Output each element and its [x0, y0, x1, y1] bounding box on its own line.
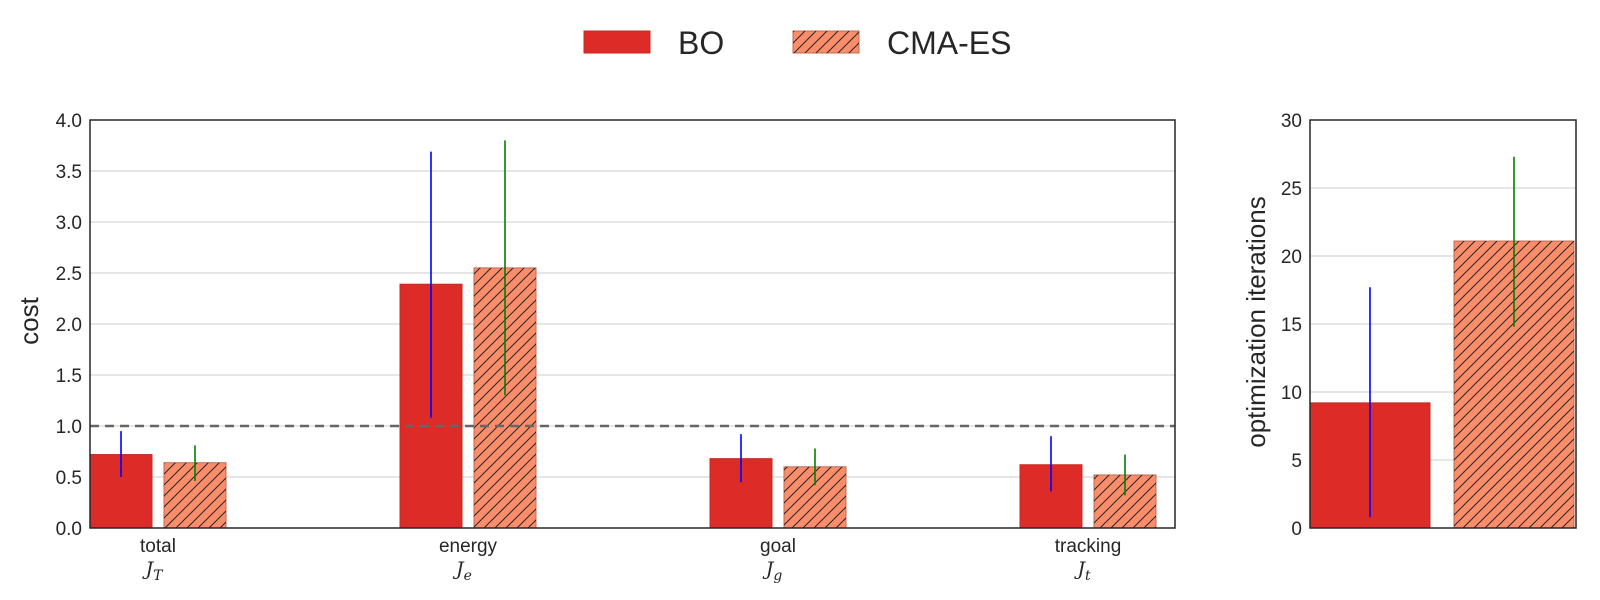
cost-y-tick-label: 3.5 [56, 162, 82, 183]
iterations-y-ticks: 0 5 10 15 20 25 30 [1281, 111, 1302, 540]
cost-bars [89, 267, 1157, 529]
cost-x-tick-symbol-subscript: g [773, 568, 782, 584]
iterations-y-tick-label: 20 [1281, 247, 1302, 268]
iterations-errorbars [1369, 156, 1515, 518]
cost-y-tick-label: 0.0 [56, 519, 82, 540]
cost-y-axis-label: cost [14, 296, 44, 344]
iterations-y-tick-label: 30 [1281, 111, 1302, 132]
cost-x-tick-symbol-base: J [452, 558, 465, 580]
iterations-y-tick-label: 0 [1291, 519, 1302, 540]
iterations-plot-frame [1309, 119, 1577, 529]
legend-swatch-hatch-cma-es [793, 31, 859, 53]
cost-x-tick-symbol: Jg [762, 558, 783, 584]
legend-item-cma-es: CMA-ES [792, 25, 1011, 61]
cost-x-tick-symbol-subscript: T [153, 568, 164, 584]
cost-x-tick-symbol: Je [452, 558, 472, 584]
cost-x-tick-symbol-base: J [142, 558, 155, 580]
cost-y-tick-label: 2.0 [56, 315, 82, 336]
cost-x-tick-symbol-subscript: t [1085, 568, 1091, 584]
cost-x-tick-label: tracking [1055, 536, 1122, 557]
legend-swatch-bo [583, 30, 651, 54]
iterations-bars [1309, 240, 1575, 529]
cost-y-tick-label: 4.0 [56, 111, 82, 132]
legend: BO CMA-ES [583, 25, 1011, 61]
cost-x-tick-symbol-subscript: e [464, 568, 472, 584]
iterations-chart: 0 5 10 15 20 25 30 optimization iterations [1241, 111, 1577, 540]
cost-grid [90, 170, 1175, 478]
cost-y-tick-label: 2.5 [56, 264, 82, 285]
legend-label-cma-es: CMA-ES [887, 25, 1011, 61]
iterations-y-tick-label: 25 [1281, 179, 1302, 200]
cost-errorbars [120, 140, 1126, 496]
cost-x-tick-symbol-base: J [762, 558, 775, 580]
cost-y-ticks: 0.0 0.5 1.0 1.5 2.0 2.5 3.0 3.5 4.0 [56, 111, 82, 540]
cost-x-tick-symbol: JT [142, 558, 165, 584]
cost-y-tick-label: 1.5 [56, 366, 82, 387]
legend-item-bo: BO [583, 25, 724, 61]
cost-y-tick-label: 3.0 [56, 213, 82, 234]
iterations-y-tick-label: 5 [1291, 451, 1302, 472]
cost-x-tick-label: total [140, 536, 176, 557]
cost-y-tick-label: 0.5 [56, 468, 82, 489]
iterations-y-tick-label: 15 [1281, 315, 1302, 336]
cost-y-tick-label: 1.0 [56, 417, 82, 438]
legend-label-bo: BO [678, 25, 724, 61]
cost-x-tick-symbol: Jt [1073, 558, 1091, 584]
cost-chart: 0.00.51.01.52.02.53.03.54.0 totalJTenerg… [14, 111, 1176, 584]
cost-x-tick-label: goal [760, 536, 796, 557]
iterations-y-axis-label: optimization iterations [1241, 196, 1271, 447]
iterations-y-tick-label: 10 [1281, 383, 1302, 404]
cost-x-tick-symbol-base: J [1073, 558, 1086, 580]
cost-x-tick-label: energy [439, 536, 498, 557]
cost-plot-frame [89, 119, 1176, 529]
